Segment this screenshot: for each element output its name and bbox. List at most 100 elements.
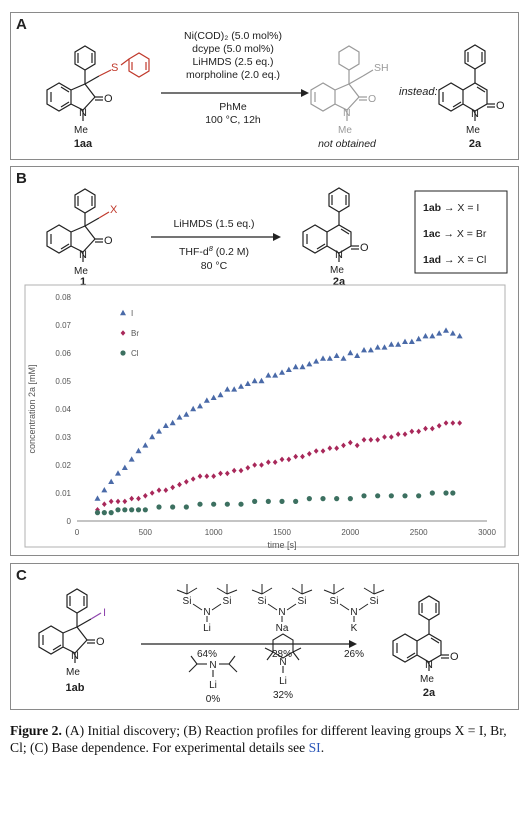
svg-text:Me: Me: [66, 667, 80, 678]
data-point-br: [142, 493, 148, 499]
condition-line-2: 100 °C, 12h: [205, 114, 261, 126]
data-point-cl: [197, 501, 203, 507]
iodide-atom: I: [103, 607, 106, 619]
data-point-cl: [170, 504, 176, 510]
data-point-br: [375, 437, 381, 443]
silylamide-base-na: Si Si N Na 28%: [251, 584, 313, 660]
y-tick-label: 0: [67, 517, 72, 526]
data-point-br: [334, 445, 340, 451]
legend-label-i: I: [131, 309, 133, 318]
litmp-metal: Li: [279, 676, 287, 687]
data-point-i: [224, 386, 231, 392]
product-label-a: 2a: [469, 138, 482, 150]
data-point-br: [313, 448, 319, 454]
caption-text: (A) Initial discovery; (B) Reaction prof…: [10, 723, 507, 755]
lda-metal: Li: [209, 680, 217, 691]
svg-text:Me: Me: [74, 266, 88, 277]
data-point-br: [238, 467, 244, 474]
svg-text:O: O: [360, 242, 369, 254]
data-point-i: [101, 487, 108, 493]
y-tick-label: 0.07: [55, 321, 71, 330]
data-point-cl: [238, 501, 244, 507]
data-point-i: [415, 335, 422, 342]
data-point-br: [368, 437, 374, 443]
data-point-i: [258, 377, 265, 384]
silylamide-base-li: Si Si N Li 64%: [176, 584, 238, 660]
data-point-br: [300, 453, 305, 460]
silicon-atom: Si: [330, 596, 339, 607]
nitrogen-atom: N: [203, 607, 210, 618]
figure-caption: Figure 2. (A) Initial discovery; (B) Rea…: [10, 723, 507, 755]
svg-text:N: N: [79, 249, 87, 261]
thiol-label: SH: [374, 62, 389, 74]
data-point-i: [162, 422, 169, 428]
data-point-br: [108, 498, 114, 505]
nitrogen-atom: N: [79, 107, 87, 119]
base-metal: Li: [203, 623, 211, 634]
data-point-br: [190, 476, 196, 482]
y-tick-label: 0.04: [55, 405, 71, 414]
silicon-atom: Si: [370, 596, 379, 607]
base-yield: 26%: [344, 649, 364, 660]
data-point-br: [272, 459, 278, 465]
nitrogen-atom: N: [350, 607, 357, 618]
data-point-cl: [320, 496, 326, 502]
svg-text:O: O: [104, 235, 113, 247]
data-point-br: [252, 462, 258, 468]
svg-text:Me: Me: [466, 125, 480, 136]
data-point-cl: [252, 498, 258, 504]
phenyl-ring: [74, 45, 96, 71]
y-tick-label: 0.05: [55, 377, 71, 386]
instead-label: instead:: [399, 86, 438, 98]
data-point-i: [94, 495, 101, 501]
data-point-i: [367, 347, 374, 353]
data-point-cl: [142, 507, 148, 513]
data-point-i: [231, 386, 238, 392]
lda-structure: [188, 655, 238, 677]
si-link[interactable]: SI: [308, 740, 321, 755]
y-tick-label: 0.08: [55, 293, 71, 302]
data-point-br: [382, 434, 387, 440]
data-point-br: [416, 428, 422, 435]
data-point-cl: [122, 507, 128, 513]
data-point-i: [422, 333, 429, 339]
oxygen-atom: O: [104, 93, 113, 105]
data-point-i: [197, 403, 203, 409]
data-point-br: [231, 467, 237, 474]
data-point-i: [320, 355, 326, 361]
panel-a-scheme: S O N Me 1aa Ni(COD)₂ (5.0 mol%) dcype (…: [46, 30, 505, 150]
lda-yield: 0%: [206, 694, 221, 705]
svg-text:N: N: [471, 108, 479, 120]
y-tick-label: 0.03: [55, 433, 71, 442]
data-point-cl: [101, 510, 107, 516]
data-point-i: [354, 352, 361, 358]
reagent-line-4: morpholine (2.0 eq.): [186, 69, 280, 81]
data-point-cl: [416, 493, 422, 499]
panel-c: C I O N Me 1ab Si Si N Li 64% Si Si N Na 28% Si Si N…: [10, 563, 519, 710]
leaving-group-key: [414, 190, 508, 274]
data-point-cl: [115, 507, 121, 513]
not-obtained-label: not obtained: [318, 138, 377, 150]
reagent-b: LiHMDS (1.5 eq.): [173, 218, 254, 230]
data-point-i: [340, 355, 347, 361]
data-point-br: [129, 495, 135, 502]
data-point-cl: [211, 501, 217, 507]
y-axis-label: concentration 2a [mM]: [27, 364, 37, 453]
leaving-group-x: X: [110, 204, 118, 216]
data-point-br: [245, 465, 251, 471]
litmp-yield: 32%: [273, 690, 293, 701]
data-point-br: [436, 423, 442, 429]
svg-text:N: N: [279, 657, 286, 668]
data-point-cl: [265, 498, 271, 504]
silicon-atom: Si: [223, 596, 232, 607]
data-point-br: [115, 498, 121, 505]
data-point-cl: [129, 507, 135, 513]
x-tick-label: 3000: [478, 528, 496, 537]
data-point-br: [183, 479, 189, 485]
data-point-cl: [224, 501, 230, 507]
data-point-cl: [388, 493, 394, 499]
data-point-br: [279, 456, 285, 463]
data-point-br: [395, 431, 401, 437]
data-point-br: [156, 487, 162, 493]
data-point-i: [436, 330, 443, 336]
